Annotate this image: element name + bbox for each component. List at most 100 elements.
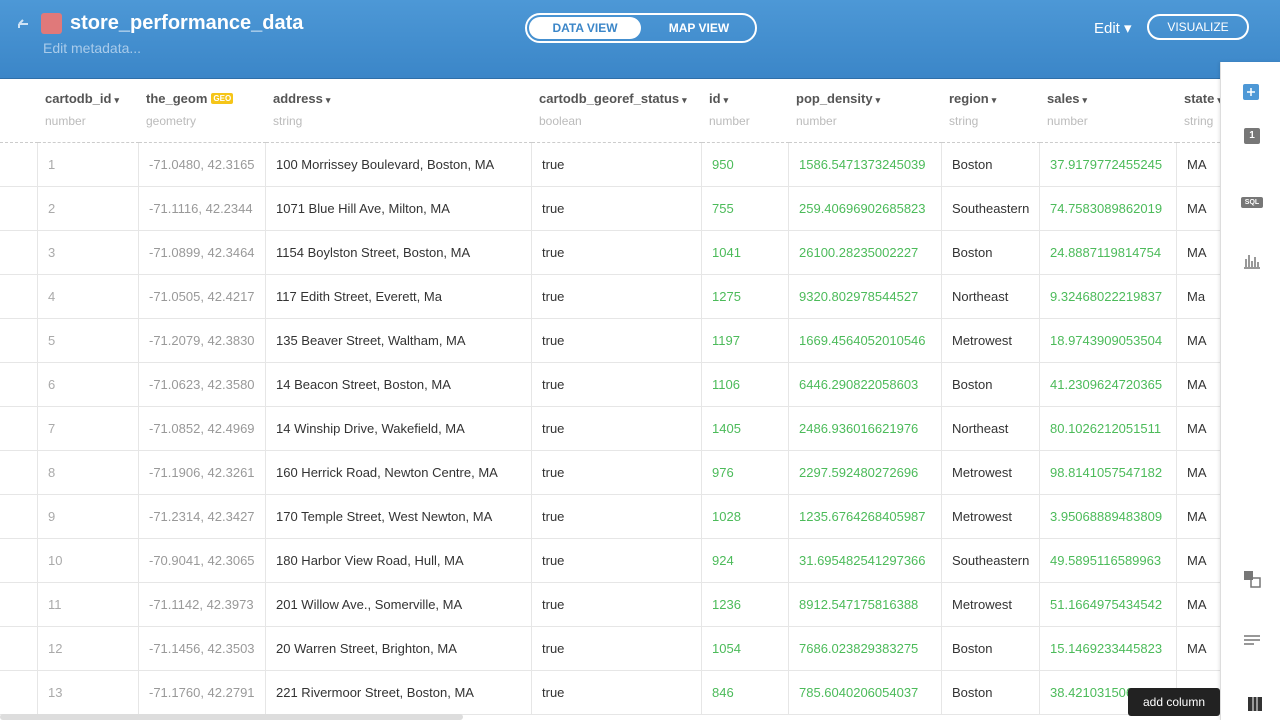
- table-cell[interactable]: 135 Beaver Street, Waltham, MA: [266, 319, 532, 363]
- table-cell[interactable]: 41.2309624720365: [1040, 363, 1177, 407]
- table-cell[interactable]: 1236: [702, 583, 789, 627]
- table-cell[interactable]: 3: [38, 231, 139, 275]
- table-cell[interactable]: 1669.4564052010546: [789, 319, 942, 363]
- table-cell[interactable]: true: [532, 319, 702, 363]
- table-cell[interactable]: 976: [702, 451, 789, 495]
- table-cell[interactable]: 10: [38, 539, 139, 583]
- column-header[interactable]: the_geom GEO geometry: [139, 78, 266, 143]
- table-cell[interactable]: Southeastern: [942, 539, 1040, 583]
- table-cell[interactable]: -71.1760, 42.2791: [139, 671, 266, 715]
- table-cell[interactable]: true: [532, 407, 702, 451]
- table-cell[interactable]: MA: [1177, 319, 1220, 363]
- table-cell[interactable]: 180 Harbor View Road, Hull, MA: [266, 539, 532, 583]
- table-cell[interactable]: 9.32468022219837: [1040, 275, 1177, 319]
- table-cell[interactable]: -71.0623, 42.3580: [139, 363, 266, 407]
- column-name[interactable]: cartodb_id ▾: [45, 91, 119, 106]
- table-cell[interactable]: 1054: [702, 627, 789, 671]
- table-cell[interactable]: 1154 Boylston Street, Boston, MA: [266, 231, 532, 275]
- table-cell[interactable]: MA: [1177, 451, 1220, 495]
- table-cell[interactable]: 2486.936016621976: [789, 407, 942, 451]
- table-cell[interactable]: 2297.592480272696: [789, 451, 942, 495]
- table-cell[interactable]: Boston: [942, 627, 1040, 671]
- merge-icon[interactable]: [1243, 570, 1261, 588]
- table-cell[interactable]: 1275: [702, 275, 789, 319]
- table-cell[interactable]: -71.1456, 42.3503: [139, 627, 266, 671]
- table-cell[interactable]: 31.695482541297366: [789, 539, 942, 583]
- table-cell[interactable]: 5: [38, 319, 139, 363]
- table-cell[interactable]: MA: [1177, 363, 1220, 407]
- table-cell[interactable]: Boston: [942, 231, 1040, 275]
- back-icon[interactable]: [16, 16, 32, 32]
- table-cell[interactable]: -71.2079, 42.3830: [139, 319, 266, 363]
- table-cell[interactable]: 259.40696902685823: [789, 187, 942, 231]
- table-cell[interactable]: Northeast: [942, 275, 1040, 319]
- table-cell[interactable]: 1235.6764268405987: [789, 495, 942, 539]
- table-cell[interactable]: 755: [702, 187, 789, 231]
- table-cell[interactable]: Metrowest: [942, 495, 1040, 539]
- column-header[interactable]: cartodb_georef_status ▾ boolean: [532, 78, 702, 143]
- table-cell[interactable]: 11: [38, 583, 139, 627]
- table-cell[interactable]: 49.5895116589963: [1040, 539, 1177, 583]
- table-cell[interactable]: true: [532, 671, 702, 715]
- table-cell[interactable]: 950: [702, 143, 789, 187]
- table-cell[interactable]: 12: [38, 627, 139, 671]
- column-header[interactable]: pop_density ▾ number: [789, 78, 942, 143]
- table-cell[interactable]: MA: [1177, 583, 1220, 627]
- add-column-icon[interactable]: [1247, 696, 1263, 712]
- visualize-button[interactable]: VISUALIZE: [1147, 14, 1249, 40]
- table-cell[interactable]: 24.8887119814754: [1040, 231, 1177, 275]
- table-cell[interactable]: true: [532, 363, 702, 407]
- table-cell[interactable]: Boston: [942, 143, 1040, 187]
- table-cell[interactable]: 3.95068889483809: [1040, 495, 1177, 539]
- table-cell[interactable]: 26100.28235002227: [789, 231, 942, 275]
- table-cell[interactable]: 201 Willow Ave., Somerville, MA: [266, 583, 532, 627]
- table-cell[interactable]: Boston: [942, 671, 1040, 715]
- table-cell[interactable]: 7: [38, 407, 139, 451]
- table-cell[interactable]: true: [532, 275, 702, 319]
- table-cell[interactable]: true: [532, 187, 702, 231]
- table-cell[interactable]: 80.1026212051511: [1040, 407, 1177, 451]
- table-cell[interactable]: true: [532, 627, 702, 671]
- scrollbar[interactable]: [0, 714, 463, 720]
- table-cell[interactable]: 170 Temple Street, West Newton, MA: [266, 495, 532, 539]
- table-cell[interactable]: true: [532, 583, 702, 627]
- column-header[interactable]: region ▾ string: [942, 78, 1040, 143]
- table-cell[interactable]: Ma: [1177, 275, 1220, 319]
- table-cell[interactable]: MA: [1177, 627, 1220, 671]
- table-cell[interactable]: -71.0505, 42.4217: [139, 275, 266, 319]
- table-cell[interactable]: MA: [1177, 143, 1220, 187]
- sql-icon[interactable]: SQL: [1241, 197, 1263, 208]
- table-cell[interactable]: -71.1906, 42.3261: [139, 451, 266, 495]
- table-cell[interactable]: 9: [38, 495, 139, 539]
- table-cell[interactable]: -71.0852, 42.4969: [139, 407, 266, 451]
- table-cell[interactable]: 15.1469233445823: [1040, 627, 1177, 671]
- table-cell[interactable]: 37.9179772455245: [1040, 143, 1177, 187]
- table-cell[interactable]: -71.1142, 42.3973: [139, 583, 266, 627]
- column-header[interactable]: id ▾ number: [702, 78, 789, 143]
- table-cell[interactable]: MA: [1177, 231, 1220, 275]
- table-cell[interactable]: Metrowest: [942, 583, 1040, 627]
- column-name[interactable]: id ▾: [709, 91, 728, 106]
- add-icon[interactable]: [1243, 84, 1259, 100]
- column-name[interactable]: the_geom GEO: [146, 91, 234, 106]
- column-name[interactable]: state▾: [1184, 91, 1220, 106]
- map-view-tab[interactable]: MAP VIEW: [668, 21, 730, 35]
- table-cell[interactable]: 1106: [702, 363, 789, 407]
- table-cell[interactable]: 924: [702, 539, 789, 583]
- table-cell[interactable]: true: [532, 495, 702, 539]
- edit-menu[interactable]: Edit ▾: [1094, 20, 1132, 37]
- table-cell[interactable]: 117 Edith Street, Everett, Ma: [266, 275, 532, 319]
- table-cell[interactable]: 1: [38, 143, 139, 187]
- table-cell[interactable]: MA: [1177, 495, 1220, 539]
- column-name[interactable]: cartodb_georef_status ▾: [539, 91, 687, 106]
- table-cell[interactable]: 8: [38, 451, 139, 495]
- table-cell[interactable]: Southeastern: [942, 187, 1040, 231]
- column-name[interactable]: pop_density ▾: [796, 91, 880, 106]
- table-cell[interactable]: 6446.290822058603: [789, 363, 942, 407]
- table-cell[interactable]: -71.0899, 42.3464: [139, 231, 266, 275]
- table-cell[interactable]: Metrowest: [942, 319, 1040, 363]
- dataset-title[interactable]: store_performance_data: [70, 12, 304, 34]
- table-cell[interactable]: -71.0480, 42.3165: [139, 143, 266, 187]
- table-cell[interactable]: 8912.547175816388: [789, 583, 942, 627]
- column-name[interactable]: region ▾: [949, 91, 996, 106]
